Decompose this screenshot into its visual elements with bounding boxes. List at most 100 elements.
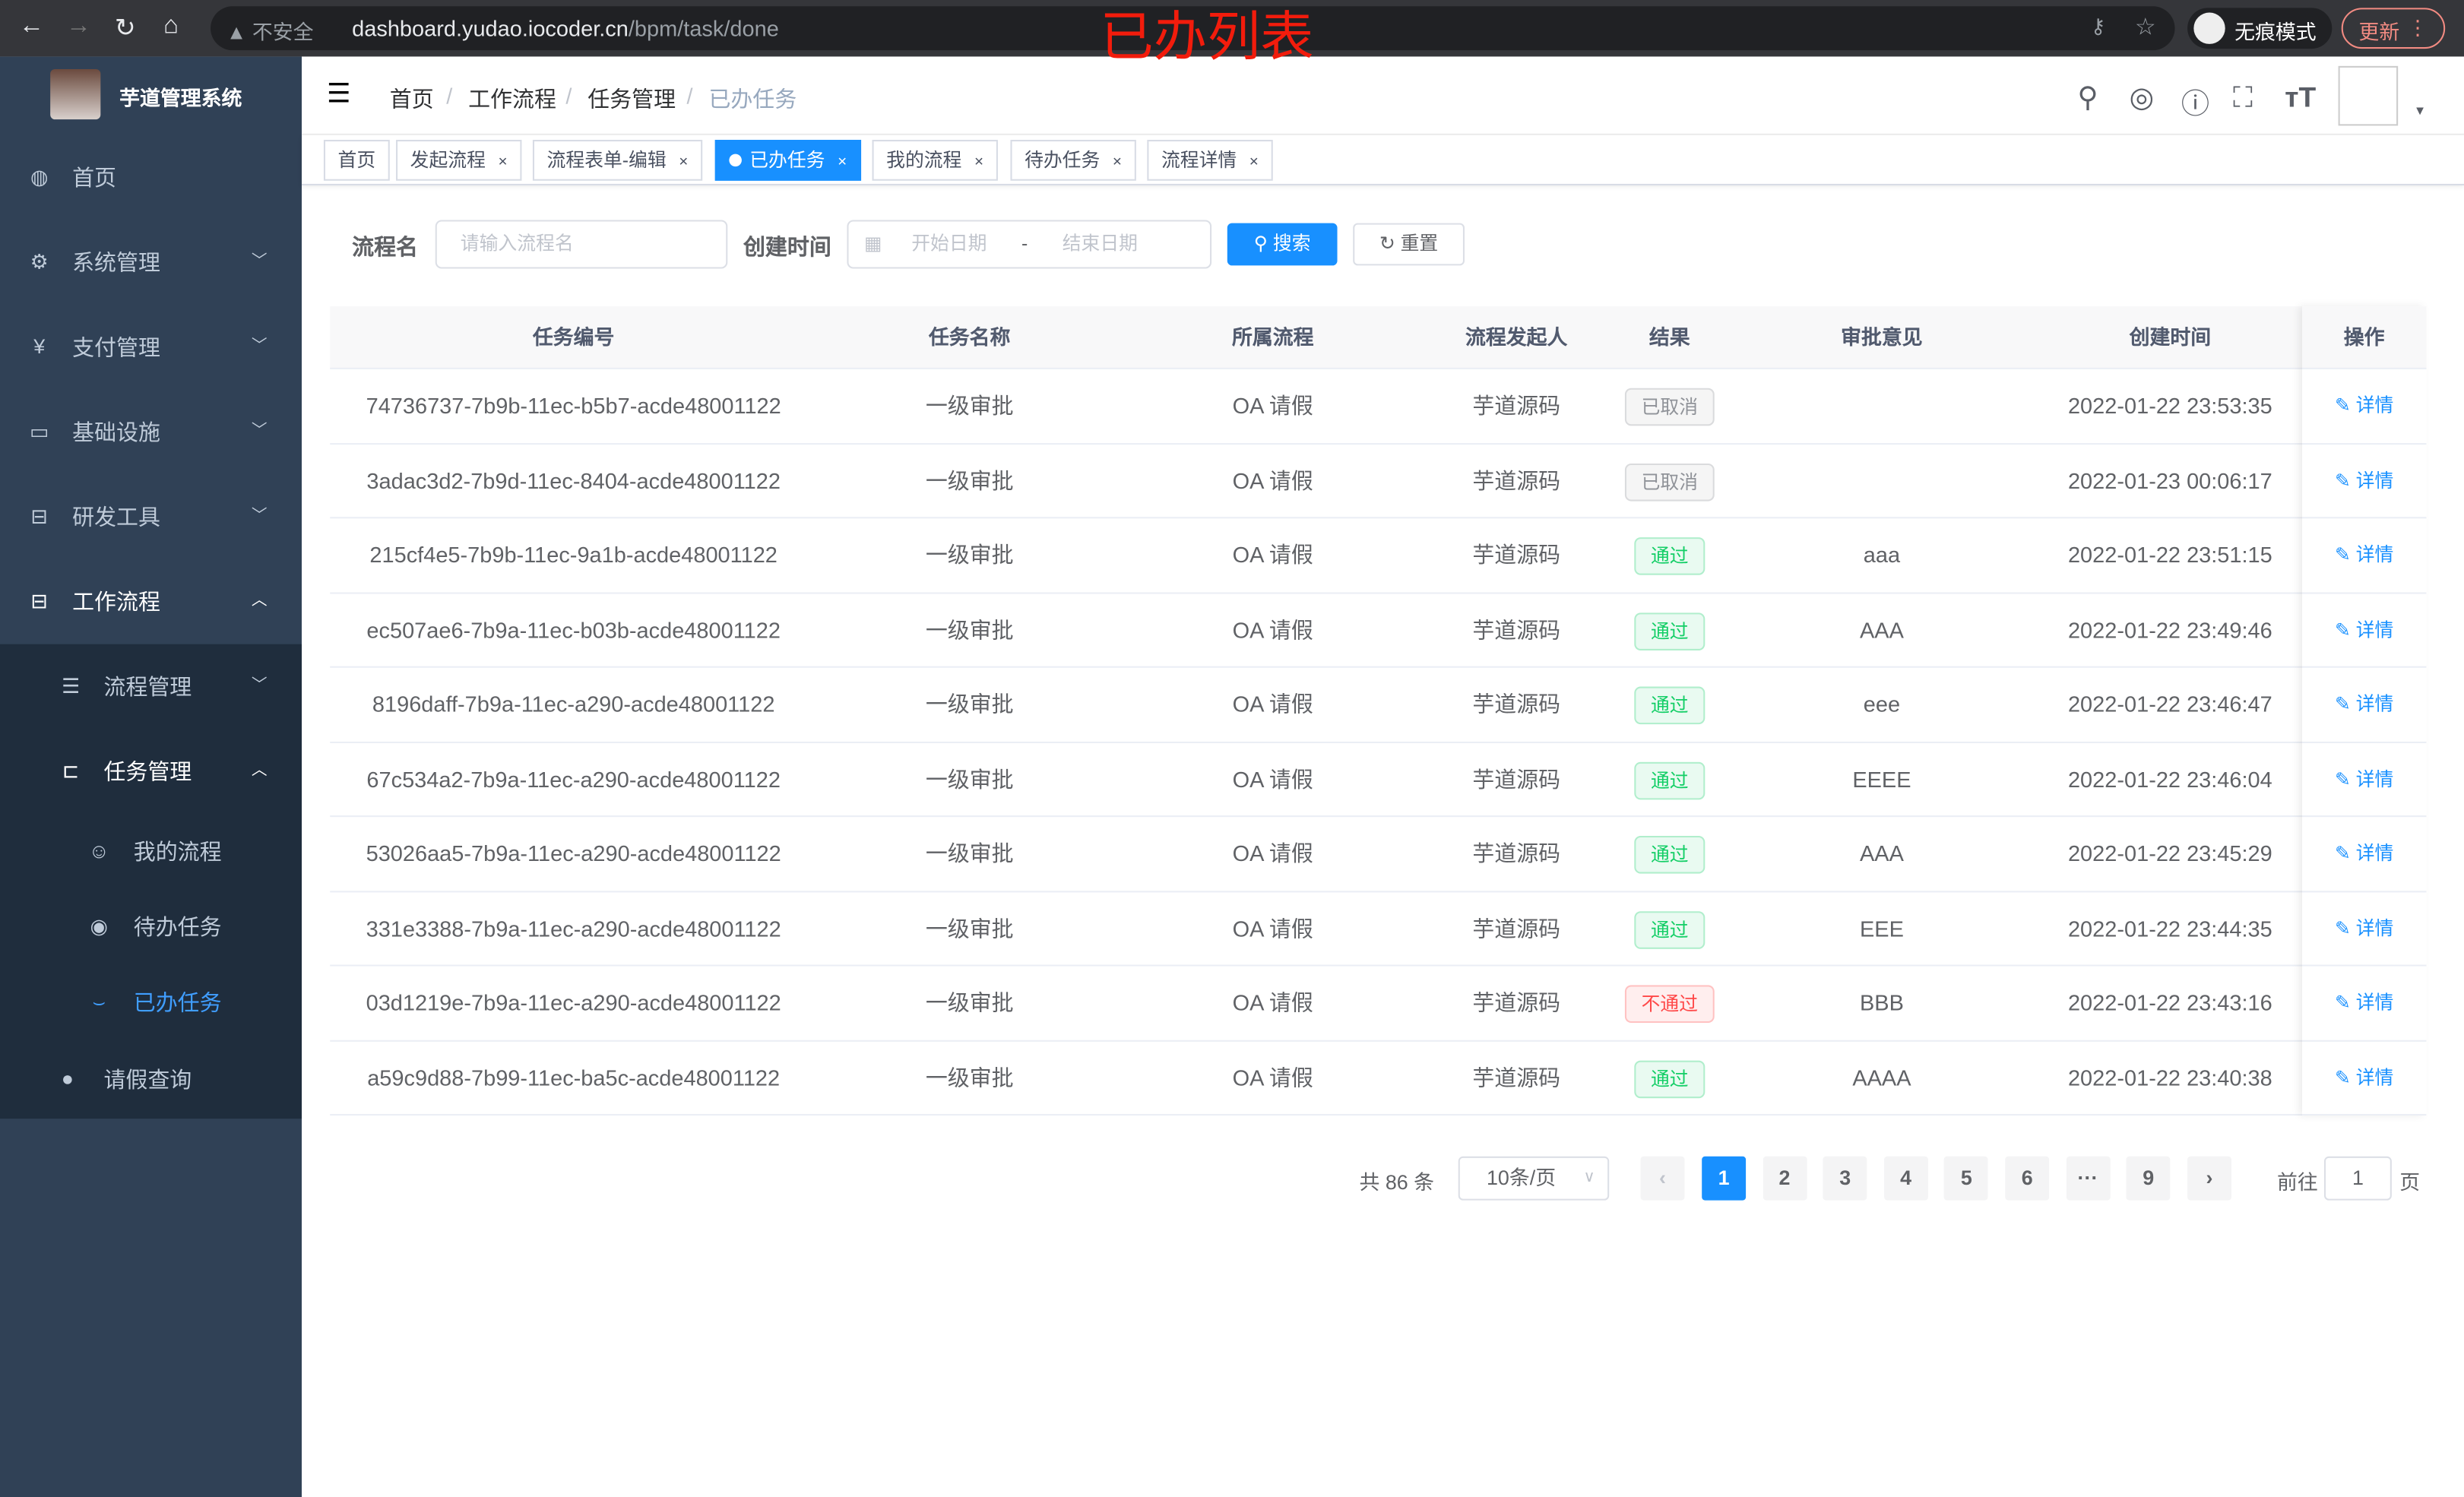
breadcrumb-sep: / [686, 83, 693, 109]
incognito-badge[interactable]: 无痕模式 [2187, 8, 2333, 49]
status-badge: 通过 [1635, 836, 1705, 875]
page-button[interactable]: 4 [1883, 1156, 1928, 1201]
goto-value: 1 [2352, 1166, 2364, 1190]
tag-todo[interactable]: 待办任务 × [1010, 140, 1136, 181]
sidebar-item-tools[interactable]: ⊟ 研发工具 ﹀ [0, 474, 302, 559]
table-cell: AAAA [1852, 1064, 1911, 1090]
table-header: 任务编号 任务名称 所属流程 流程发起人 结果 审批意见 创建时间 操作 [330, 306, 2427, 369]
caret-down-icon[interactable]: ▼ [2413, 103, 2427, 119]
search-icon[interactable]: ⚲ [2077, 81, 2098, 113]
next-page-button[interactable]: › [2187, 1156, 2231, 1201]
sidebar-item-done[interactable]: ⌣ 已办任务 [0, 965, 302, 1040]
process-name-input[interactable]: 请输入流程名 [435, 220, 728, 269]
detail-button[interactable]: ✎ 详情 [2302, 369, 2426, 443]
tag-done-tasks[interactable]: 已办任务 × [714, 140, 861, 181]
sidebar-item-infra[interactable]: ▭ 基础设施 ﹀ [0, 390, 302, 475]
navbar: ☰ 首页 / 工作流程 / 任务管理 / 已办任务 ⚲ ◎ ⓘ ⛶ ᴛT ▼ [301, 56, 2464, 135]
sidebar-item-todo[interactable]: ◉ 待办任务 [0, 889, 302, 964]
close-icon[interactable]: × [1249, 153, 1259, 172]
sidebar-item-system[interactable]: ⚙ 系统管理 ﹀ [0, 220, 302, 305]
close-icon[interactable]: × [838, 153, 847, 172]
tag-my-process[interactable]: 我的流程 × [872, 140, 998, 181]
address-bar[interactable]: ▲ 不安全 dashboard.yudao.iocoder.cn/bpm/tas… [211, 6, 2175, 51]
sidebar-item-workflow[interactable]: ⊟ 工作流程 ︿ [0, 559, 302, 644]
avatar[interactable] [2338, 65, 2399, 126]
detail-button[interactable]: ✎ 详情 [2302, 967, 2426, 1040]
detail-button[interactable]: ✎ 详情 [2302, 593, 2426, 667]
detail-button[interactable]: ✎ 详情 [2302, 668, 2426, 742]
github-icon[interactable]: ◎ [2129, 81, 2155, 113]
sidebar-item-process-manage[interactable]: ☰ 流程管理 ﹀ [0, 644, 302, 730]
prev-page-button[interactable]: ‹ [1640, 1156, 1685, 1201]
date-range-picker[interactable]: ▦ 开始日期 - 结束日期 [847, 220, 1212, 269]
star-icon[interactable]: ☆ [2134, 14, 2156, 41]
breadcrumb-item[interactable]: 工作流程 [468, 86, 556, 112]
page-button[interactable]: 5 [1944, 1156, 1989, 1201]
breadcrumb-item[interactable]: 首页 [389, 86, 434, 112]
table-cell: 74736737-7b9b-11ec-b5b7-acde48001122 [366, 392, 781, 418]
page-button[interactable]: 1 [1702, 1156, 1747, 1201]
fullscreen-icon[interactable]: ⛶ [2233, 81, 2253, 113]
page-button[interactable]: 6 [2005, 1156, 2050, 1201]
update-button[interactable]: 更新 ⋮ [2341, 8, 2446, 49]
detail-button[interactable]: ✎ 详情 [2302, 742, 2426, 816]
browser-toolbar: ← → ↻ ⌂ ▲ 不安全 dashboard.yudao.iocoder.cn… [0, 0, 2464, 57]
sidebar-item-task-manage[interactable]: ⊏ 任务管理 ︿ [0, 729, 302, 814]
home-icon[interactable]: ⌂ [163, 12, 179, 40]
sidebar-item-label: 首页 [72, 165, 117, 191]
sidebar-item-leave[interactable]: ● 请假查询 [0, 1040, 302, 1119]
back-icon[interactable]: ← [18, 12, 44, 40]
detail-label: 详情 [2355, 842, 2394, 865]
search-icon: ⚲ [1253, 233, 1268, 255]
detail-button[interactable]: ✎ 详情 [2302, 891, 2426, 965]
hamburger-icon[interactable]: ☰ [327, 78, 351, 109]
detail-button[interactable]: ✎ 详情 [2302, 444, 2426, 517]
security-warning[interactable]: ▲ 不安全 [226, 20, 314, 44]
chevron-down-icon: ∨ [1583, 1169, 1595, 1187]
create-time-label: 创建时间 [743, 234, 831, 260]
close-icon[interactable]: × [679, 153, 689, 172]
goto-page-input[interactable]: 1 [2323, 1156, 2392, 1201]
sidebar-item-my-process[interactable]: ☺ 我的流程 [0, 814, 302, 889]
font-size-icon[interactable]: ᴛT [2285, 81, 2317, 113]
tag-label: 我的流程 [886, 149, 962, 172]
close-icon[interactable]: × [498, 153, 508, 172]
detail-label: 详情 [2355, 991, 2394, 1014]
table-row: 67c534a2-7b9a-11ec-a290-acde48001122 一级审批… [330, 742, 2427, 818]
key-icon[interactable]: ⚷ [2090, 14, 2106, 38]
table-row: 03d1219e-7b9a-11ec-a290-acde48001122 一级审批… [330, 967, 2427, 1041]
reload-icon[interactable]: ↻ [114, 15, 136, 43]
detail-label: 详情 [2355, 469, 2394, 492]
detail-button[interactable]: ✎ 详情 [2302, 518, 2426, 592]
sidebar-item-label: 研发工具 [72, 504, 160, 530]
tag-home[interactable]: 首页 [323, 140, 390, 181]
tree-icon: ⊏ [62, 758, 80, 783]
table-cell: 2022-01-22 23:44:35 [2067, 915, 2272, 941]
tag-start-process[interactable]: 发起流程 × [396, 140, 522, 181]
page-button[interactable]: ··· [2066, 1156, 2110, 1201]
end-date[interactable]: 结束日期 [1062, 233, 1138, 255]
detail-button[interactable]: ✎ 详情 [2302, 1041, 2426, 1115]
breadcrumb-item[interactable]: 任务管理 [587, 86, 676, 112]
page-size-select[interactable]: 10条/页 ∨ [1458, 1156, 1610, 1201]
page-button[interactable]: 9 [2126, 1156, 2171, 1201]
sidebar-item-pay[interactable]: ¥ 支付管理 ﹀ [0, 305, 302, 390]
page-button[interactable]: 3 [1823, 1156, 1867, 1201]
forward-icon[interactable]: → [65, 12, 91, 40]
table-cell: OA 请假 [1232, 915, 1313, 941]
tag-process-detail[interactable]: 流程详情 × [1147, 140, 1273, 181]
result-cell: 已取消 [1603, 369, 1737, 443]
sidebar-item-home[interactable]: ◍ 首页 [0, 135, 302, 220]
sidebar-item-label: 工作流程 [72, 589, 160, 615]
help-icon[interactable]: ⓘ [2181, 87, 2210, 120]
page-button[interactable]: 2 [1762, 1156, 1807, 1201]
tag-form-edit[interactable]: 流程表单-编辑 × [532, 140, 702, 181]
close-icon[interactable]: × [974, 153, 984, 172]
start-date[interactable]: 开始日期 [911, 233, 987, 255]
table-cell: 一级审批 [925, 616, 1014, 642]
detail-button[interactable]: ✎ 详情 [2302, 817, 2426, 891]
close-icon[interactable]: × [1112, 153, 1122, 172]
edit-icon: ✎ [2335, 991, 2351, 1014]
reset-button[interactable]: ↻ 重置 [1353, 223, 1465, 266]
search-button[interactable]: ⚲ 搜索 [1227, 223, 1338, 266]
